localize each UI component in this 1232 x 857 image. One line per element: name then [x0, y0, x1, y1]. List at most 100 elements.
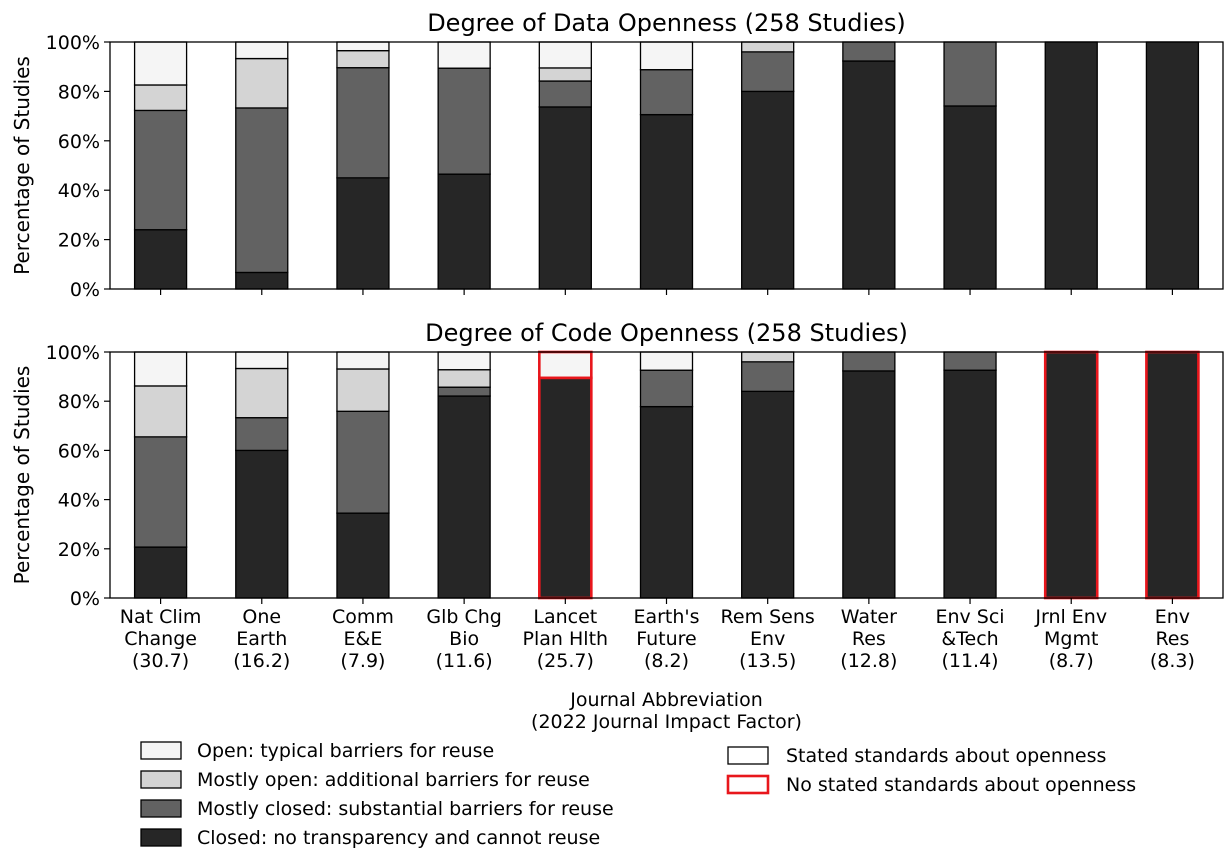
y-tick-label: 80% [58, 81, 100, 103]
x-tick-label: (8.7) [1049, 650, 1094, 672]
bar-segment-2 [741, 351, 795, 363]
x-tick-label: Future [636, 628, 697, 650]
y-tick-label: 40% [58, 490, 100, 512]
bar-segment-0 [842, 60, 896, 290]
y-tick-label: 80% [58, 391, 100, 413]
legend-swatch [140, 799, 182, 818]
x-tick-label: Mgmt [1044, 628, 1098, 650]
bar-segment-0 [133, 546, 188, 599]
x-axis-label-2: (2022 Journal Impact Factor) [531, 711, 802, 733]
legend-swatch-standards [726, 774, 770, 795]
bar-segment-1 [639, 69, 694, 116]
x-tick-label: Res [852, 628, 886, 650]
bar-segment-0 [1145, 350, 1200, 600]
x-tick-label: (16.2) [233, 650, 290, 672]
x-tick-label: Lancet [533, 606, 597, 628]
bar-segment-2 [336, 368, 390, 412]
x-tick-label: Res [1155, 628, 1189, 650]
x-axis-label: Journal Abbreviation [569, 689, 763, 711]
bar-segment-2 [235, 367, 289, 419]
bar-segment-1 [943, 41, 997, 107]
bar-segment-3 [437, 41, 491, 69]
bar-segment-2 [437, 369, 491, 388]
legend-swatch [140, 828, 182, 847]
bar-segment-1 [842, 41, 896, 62]
bar-segment-2 [538, 67, 592, 82]
chart-title: Degree of Code Openness (258 Studies) [425, 319, 908, 347]
x-tick-label: Water [841, 606, 897, 628]
plot-frame [109, 41, 1224, 290]
bar-segment-1 [538, 80, 592, 108]
x-tick-label: Env Sci [935, 606, 1004, 628]
bar-segment-1 [842, 351, 896, 372]
x-tick-label: (7.9) [340, 650, 385, 672]
bar-segment-3 [336, 351, 390, 370]
x-tick-label: (25.7) [537, 650, 594, 672]
bar-segment-0 [336, 512, 390, 599]
bar-segment-0 [1145, 41, 1200, 290]
bar-segment-1 [741, 361, 795, 393]
y-tick-label: 0% [70, 279, 100, 301]
bar-segment-0 [1043, 350, 1099, 600]
bar-segment-1 [235, 417, 289, 452]
x-tick-label: Earth [236, 628, 287, 650]
bar-segment-0 [538, 106, 592, 290]
bar-segment-0 [842, 370, 896, 599]
bar-segment-1 [133, 109, 188, 231]
bar-segment-1 [741, 51, 795, 93]
x-tick-label: Glb Chg [426, 606, 501, 628]
legend-label: Mostly closed: substantial barriers for … [197, 798, 614, 820]
y-tick-label: 20% [58, 539, 100, 561]
legend-label: Closed: no transparency and cannot reuse [197, 827, 600, 849]
y-tick-label: 60% [58, 131, 100, 153]
x-tick-label: (13.5) [739, 650, 796, 672]
legend-label: Open: typical barriers for reuse [197, 740, 494, 762]
bar-segment-0 [943, 369, 997, 599]
x-tick-label: Jrnl Env [1034, 606, 1107, 628]
y-tick-label: 20% [58, 230, 100, 252]
bar-segment-3 [235, 41, 289, 60]
chart-title: Degree of Data Openness (258 Studies) [427, 9, 906, 37]
legend-label: Mostly open: additional barriers for reu… [197, 769, 590, 791]
x-tick-label: Bio [449, 628, 479, 650]
bar-segment-1 [336, 410, 390, 514]
bar-segment-1 [336, 67, 390, 179]
x-tick-label: Env [750, 628, 785, 650]
y-tick-label: 40% [58, 180, 100, 202]
x-tick-label: Change [124, 628, 197, 650]
bar-segment-2 [133, 385, 188, 438]
bar-segment-3 [336, 41, 390, 52]
x-tick-label: Rem Sens [721, 606, 815, 628]
x-tick-label: Nat Clim [120, 606, 202, 628]
x-tick-label: E&E [344, 628, 383, 650]
x-tick-label: Comm [332, 606, 394, 628]
bar-segment-0 [235, 449, 289, 599]
bar-segment-0 [639, 405, 694, 599]
x-tick-label: (8.3) [1150, 650, 1195, 672]
x-tick-label: (11.6) [436, 650, 493, 672]
bar-segment-0 [437, 173, 491, 290]
y-tick-label: 100% [46, 342, 100, 364]
bar-segment-0 [235, 271, 289, 290]
legend-label: No stated standards about openness [786, 774, 1136, 796]
bar-segment-1 [437, 67, 491, 175]
bar-segment-1 [943, 351, 997, 371]
y-tick-label: 60% [58, 440, 100, 462]
bar-segment-0 [741, 90, 795, 290]
x-tick-label: (11.4) [941, 650, 998, 672]
x-tick-label: One [242, 606, 281, 628]
bar-segment-1 [437, 386, 491, 397]
bar-segment-0 [336, 177, 390, 290]
legend-swatch-standards [727, 746, 769, 765]
bar-segment-3 [133, 351, 188, 387]
bar-segment-0 [1044, 41, 1098, 290]
bar-segment-3 [437, 351, 491, 371]
y-tick-label: 0% [70, 588, 100, 610]
bar-segment-2 [336, 49, 390, 69]
plot-frame [109, 351, 1224, 599]
x-tick-label: (30.7) [132, 650, 189, 672]
bar-segment-3 [235, 351, 289, 370]
bar-segment-3 [133, 41, 188, 86]
